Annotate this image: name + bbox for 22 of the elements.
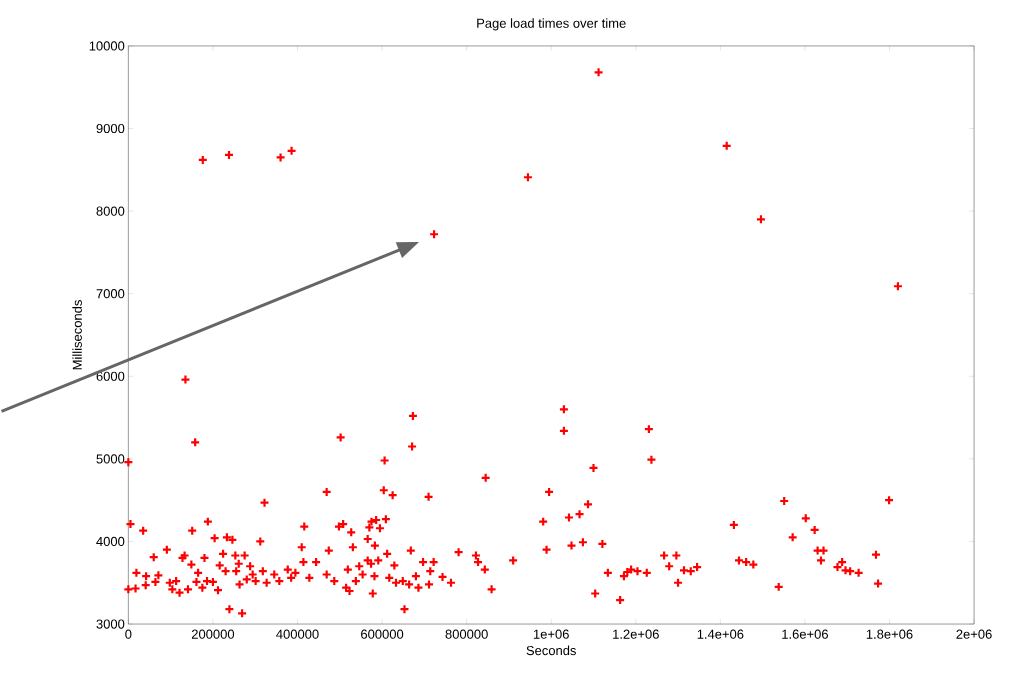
x-tick-label: 1.2e+06: [613, 629, 659, 639]
x-tick-label: 600000: [361, 629, 404, 639]
y-tick-label: 7000: [96, 289, 125, 299]
y-tick-label: 8000: [96, 206, 125, 216]
x-tick-label: 1.6e+06: [782, 629, 828, 639]
y-tick-label: 4000: [96, 536, 125, 547]
x-tick-label: 400000: [276, 629, 319, 639]
y-axis-title: Milliseconds: [72, 300, 82, 370]
x-axis-title: Seconds: [526, 645, 576, 656]
y-tick-label: 10000: [89, 41, 125, 51]
y-tick-label: 6000: [96, 371, 125, 381]
x-tick-label: 1.8e+06: [866, 629, 913, 639]
y-tick-label: 9000: [96, 123, 125, 134]
x-tick-label: 1e+06: [533, 629, 569, 639]
chart-title: Page load times over time: [477, 18, 626, 31]
y-tick-label: 5000: [96, 454, 125, 464]
x-tick-label: 2e+06: [956, 629, 992, 639]
y-tick-label: 3000: [96, 619, 125, 629]
x-tick-label: 200000: [191, 629, 235, 639]
x-tick-label: 800000: [445, 629, 488, 639]
x-tick-label: 1.4e+06: [697, 629, 744, 639]
x-tick-label: 0: [125, 629, 132, 639]
